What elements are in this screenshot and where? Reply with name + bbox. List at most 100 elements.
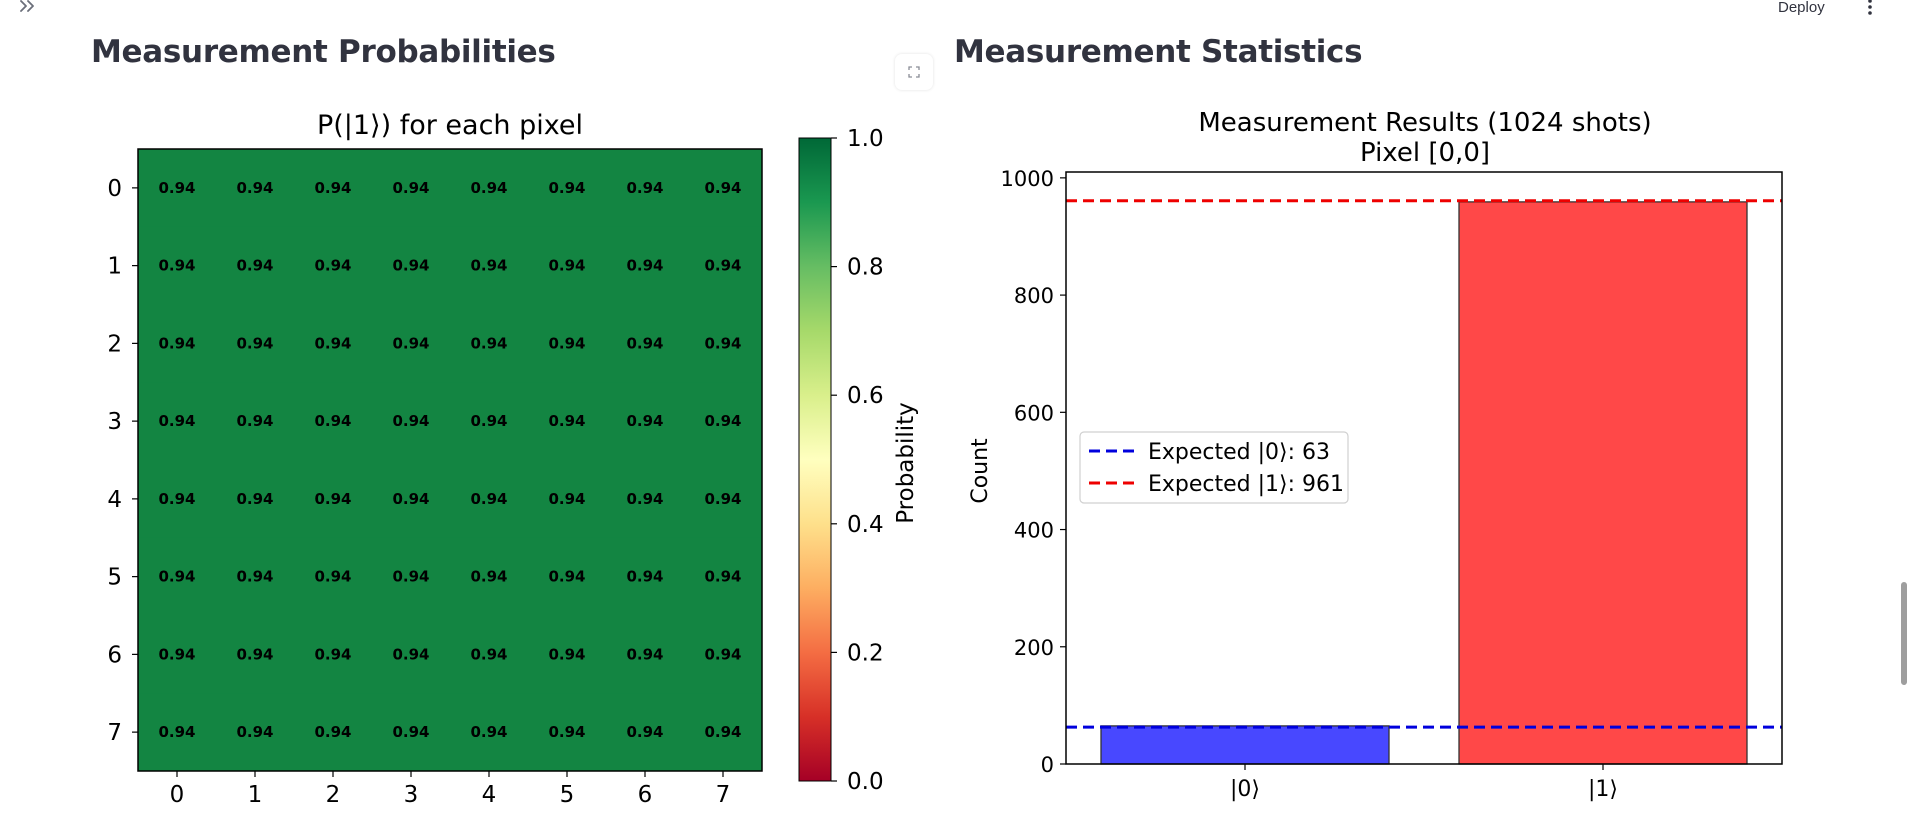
heatmap-cell-label: 0.94: [704, 412, 741, 430]
heatmap-cell: [606, 149, 685, 228]
left-section-title: Measurement Probabilities: [91, 34, 556, 70]
heatmap-cell-label: 0.94: [626, 723, 663, 741]
heatmap-cell-label: 0.94: [314, 334, 351, 352]
heatmap-cell: [294, 537, 373, 616]
heatmap-frame: [137, 148, 763, 772]
heatmap-cell-label: 0.94: [704, 490, 741, 508]
heatmap-cell-label: 0.94: [548, 645, 585, 663]
heatmap-cell: [294, 615, 373, 694]
heatmap-cell-label: 0.94: [236, 568, 273, 586]
heatmap-cell: [684, 693, 763, 772]
colorbar-tick-label: 0.0: [847, 769, 884, 795]
bar-y-tick-label: 1000: [1001, 167, 1054, 191]
heatmap-cell: [606, 537, 685, 616]
bar-y-tick-label: 600: [1014, 401, 1054, 425]
heatmap-cell: [216, 537, 295, 616]
heatmap-cell-label: 0.94: [236, 334, 273, 352]
heatmap-cell: [372, 693, 451, 772]
heatmap-cell-label: 0.94: [236, 412, 273, 430]
right-section-title: Measurement Statistics: [954, 34, 1363, 70]
heatmap-x-tick-label: 5: [560, 782, 575, 808]
kebab-menu-icon[interactable]: [1863, 0, 1877, 18]
heatmap-cell: [528, 226, 607, 305]
heatmap-cell-label: 0.94: [470, 334, 507, 352]
heatmap-x-tick-label: 7: [716, 782, 731, 808]
heatmap-cell-label: 0.94: [392, 568, 429, 586]
heatmap-cell-label: 0.94: [470, 412, 507, 430]
sidebar-expand-icon[interactable]: [14, 0, 44, 18]
heatmap-cell: [372, 382, 451, 461]
heatmap-cell-label: 0.94: [626, 257, 663, 275]
heatmap-y-tick-label: 5: [107, 565, 122, 591]
heatmap-cell-label: 0.94: [158, 723, 195, 741]
heatmap-cell: [528, 693, 607, 772]
heatmap-cell: [138, 537, 217, 616]
heatmap-cell: [216, 382, 295, 461]
heatmap-cell: [606, 304, 685, 383]
heatmap-cell-label: 0.94: [470, 257, 507, 275]
bar-y-tick-label: 0: [1041, 753, 1054, 777]
heatmap-cell-label: 0.94: [626, 334, 663, 352]
colorbar-label: Probability: [893, 402, 919, 524]
heatmap-cell-label: 0.94: [470, 490, 507, 508]
heatmap-cell: [606, 382, 685, 461]
heatmap-cell-label: 0.94: [470, 179, 507, 197]
heatmap-cell-label: 0.94: [392, 412, 429, 430]
fullscreen-button[interactable]: [895, 54, 933, 90]
heatmap-cell: [138, 693, 217, 772]
colorbar-tick-label: 0.2: [847, 640, 884, 666]
heatmap-title: P(|1⟩) for each pixel: [317, 110, 583, 141]
heatmap-cell: [372, 149, 451, 228]
heatmap-cell: [216, 304, 295, 383]
heatmap-cell-label: 0.94: [314, 412, 351, 430]
heatmap-cell-label: 0.94: [236, 257, 273, 275]
heatmap-cell-label: 0.94: [548, 257, 585, 275]
heatmap-cell-label: 0.94: [158, 179, 195, 197]
heatmap-y-tick-label: 0: [107, 176, 122, 202]
heatmap-x-tick-label: 1: [248, 782, 263, 808]
heatmap-x-tick-label: 0: [170, 782, 185, 808]
heatmap-y-tick-label: 2: [107, 331, 122, 357]
heatmap-cell: [372, 615, 451, 694]
heatmap-cell: [294, 226, 373, 305]
heatmap-cell-label: 0.94: [236, 490, 273, 508]
heatmap-cell: [450, 460, 529, 539]
heatmap-cell-label: 0.94: [704, 723, 741, 741]
heatmap-y-tick-label: 4: [107, 487, 122, 513]
colorbar-tick-label: 0.6: [847, 383, 884, 409]
heatmap-cell-label: 0.94: [626, 645, 663, 663]
legend-label-expected-0: Expected |0⟩: 63: [1148, 440, 1330, 465]
heatmap-cell: [450, 382, 529, 461]
heatmap-cell: [606, 693, 685, 772]
bar-y-tick-label: 400: [1014, 519, 1054, 543]
heatmap-cell-label: 0.94: [314, 490, 351, 508]
heatmap-x-tick-label: 2: [326, 782, 341, 808]
heatmap-cell-label: 0.94: [392, 334, 429, 352]
bar-chart-title: Measurement Results (1024 shots): [1198, 108, 1651, 138]
heatmap-cell: [372, 304, 451, 383]
heatmap-cell-label: 0.94: [392, 645, 429, 663]
heatmap-cell-label: 0.94: [314, 568, 351, 586]
heatmap-cell: [528, 615, 607, 694]
heatmap-cell-label: 0.94: [548, 568, 585, 586]
heatmap-cell-label: 0.94: [626, 412, 663, 430]
bar-chart-subtitle: Pixel [0,0]: [1360, 138, 1490, 168]
heatmap-cell: [450, 149, 529, 228]
heatmap-cell: [216, 460, 295, 539]
heatmap-cell: [684, 149, 763, 228]
heatmap-cell-label: 0.94: [158, 568, 195, 586]
page-scrollbar-thumb[interactable]: [1901, 582, 1907, 685]
heatmap-cell: [450, 537, 529, 616]
bar-0: [1100, 725, 1390, 765]
heatmap-chart: P(|1⟩) for each pixel 0.94 0.94 0.94 0.94 0.…: [107, 110, 919, 808]
legend-box: [1079, 431, 1349, 504]
heatmap-cell: [528, 382, 607, 461]
heatmap-cell-label: 0.94: [470, 645, 507, 663]
deploy-button[interactable]: Deploy: [1778, 0, 1825, 16]
heatmap-cell-label: 0.94: [470, 723, 507, 741]
heatmap-cell: [684, 460, 763, 539]
heatmap-cell: [294, 149, 373, 228]
heatmap-cell-label: 0.94: [704, 645, 741, 663]
heatmap-cell: [528, 537, 607, 616]
heatmap-cell: [138, 382, 217, 461]
